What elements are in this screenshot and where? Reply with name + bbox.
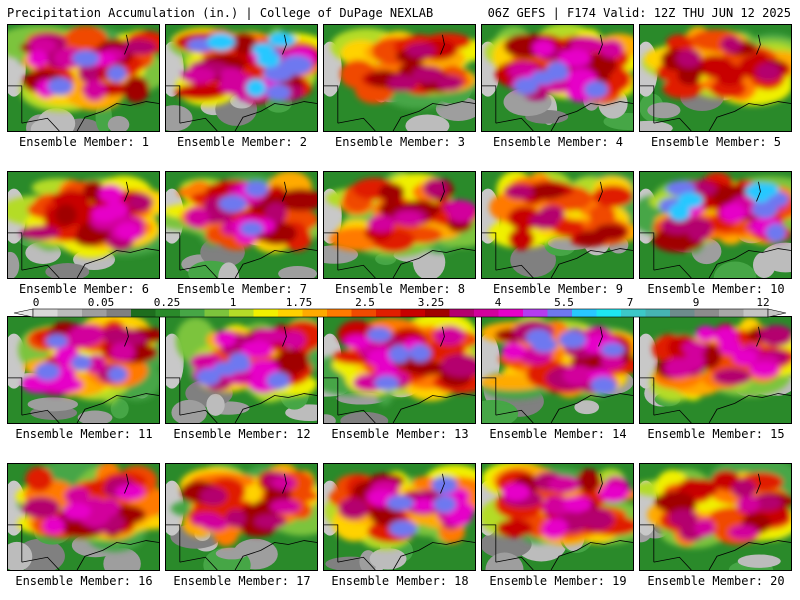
ensemble-member-map bbox=[165, 463, 318, 571]
colorbar-swatch bbox=[351, 309, 377, 317]
colorbar-swatch bbox=[719, 309, 744, 317]
ensemble-member-label: Ensemble Member: 1 bbox=[18, 135, 150, 149]
ensemble-member-label: Ensemble Member: 16 bbox=[15, 574, 153, 588]
colorbar-swatch bbox=[82, 309, 107, 317]
ensemble-member-map bbox=[7, 171, 160, 279]
colorbar-tick-label: 3.25 bbox=[417, 296, 445, 309]
colorbar-swatch bbox=[33, 309, 58, 317]
colorbar bbox=[13, 308, 787, 318]
colorbar-swatch bbox=[155, 309, 181, 317]
ensemble-member-label: Ensemble Member: 12 bbox=[173, 427, 311, 441]
ensemble-member-label: Ensemble Member: 9 bbox=[492, 282, 624, 296]
ensemble-member-map bbox=[165, 171, 318, 279]
colorbar-swatch bbox=[278, 309, 303, 317]
colorbar-swatch bbox=[523, 309, 548, 317]
ensemble-member-map bbox=[7, 316, 160, 424]
colorbar-tick-labels: 0 0.05 0.25 1 1.75 2.5 3.25 4 5.5 7 9 12 bbox=[0, 296, 800, 309]
colorbar-tick-label: 7 bbox=[626, 296, 634, 309]
ensemble-member-label: Ensemble Member: 7 bbox=[176, 282, 308, 296]
ensemble-member-map bbox=[165, 24, 318, 132]
ensemble-member-map bbox=[639, 171, 792, 279]
colorbar-tick-label: 0.05 bbox=[87, 296, 115, 309]
colorbar-tick-label: 2.5 bbox=[355, 296, 375, 309]
ensemble-member-map bbox=[7, 24, 160, 132]
colorbar-swatch bbox=[229, 309, 254, 317]
ensemble-member-map bbox=[481, 24, 634, 132]
ensemble-member-label: Ensemble Member: 17 bbox=[173, 574, 311, 588]
colorbar-swatch bbox=[57, 309, 83, 317]
page-title: Precipitation Accumulation (in.) | Colle… bbox=[7, 6, 434, 20]
colorbar-swatch bbox=[645, 309, 671, 317]
ensemble-member-map bbox=[481, 316, 634, 424]
ensemble-member-label: Ensemble Member: 14 bbox=[489, 427, 627, 441]
ensemble-member-map bbox=[639, 463, 792, 571]
ensemble-member-label: Ensemble Member: 4 bbox=[492, 135, 624, 149]
ensemble-member-map bbox=[7, 463, 160, 571]
colorbar-tick-label: 5.5 bbox=[554, 296, 574, 309]
ensemble-member-label: Ensemble Member: 3 bbox=[334, 135, 466, 149]
ensemble-member-label: Ensemble Member: 18 bbox=[331, 574, 469, 588]
run-valid-time: 06Z GEFS | F174 Valid: 12Z THU JUN 12 20… bbox=[487, 6, 791, 20]
colorbar-swatch bbox=[327, 309, 352, 317]
ensemble-member-label: Ensemble Member: 19 bbox=[489, 574, 627, 588]
colorbar-swatch bbox=[376, 309, 401, 317]
ensemble-member-map bbox=[481, 463, 634, 571]
colorbar-swatch bbox=[449, 309, 475, 317]
colorbar-tick-label: 1 bbox=[229, 296, 237, 309]
ensemble-member-map bbox=[323, 316, 476, 424]
colorbar-swatch bbox=[498, 309, 524, 317]
colorbar-swatch bbox=[474, 309, 499, 317]
ensemble-member-map bbox=[323, 171, 476, 279]
colorbar-swatch bbox=[400, 309, 426, 317]
colorbar-right-arrow bbox=[767, 308, 787, 318]
colorbar-swatch bbox=[204, 309, 230, 317]
colorbar-tick-label: 12 bbox=[756, 296, 770, 309]
ensemble-member-label: Ensemble Member: 10 bbox=[647, 282, 785, 296]
colorbar-tick-label: 1.75 bbox=[285, 296, 313, 309]
colorbar-swatch bbox=[621, 309, 646, 317]
ensemble-member-label: Ensemble Member: 2 bbox=[176, 135, 308, 149]
colorbar-tick-label: 0.25 bbox=[153, 296, 181, 309]
colorbar-swatch bbox=[180, 309, 205, 317]
colorbar-left-arrow bbox=[13, 308, 34, 318]
ensemble-member-label: Ensemble Member: 8 bbox=[334, 282, 466, 296]
colorbar-tick-label: 9 bbox=[692, 296, 700, 309]
colorbar-swatch bbox=[253, 309, 279, 317]
colorbar-swatch bbox=[131, 309, 156, 317]
ensemble-member-map bbox=[481, 171, 634, 279]
colorbar-swatch bbox=[596, 309, 622, 317]
ensemble-member-label: Ensemble Member: 15 bbox=[647, 427, 785, 441]
ensemble-member-map bbox=[639, 316, 792, 424]
colorbar-swatch bbox=[670, 309, 695, 317]
colorbar-tick-label: 0 bbox=[32, 296, 40, 309]
colorbar-swatch bbox=[743, 309, 769, 317]
colorbar-tick-label: 4 bbox=[494, 296, 502, 309]
ensemble-member-map bbox=[639, 24, 792, 132]
ensemble-member-label: Ensemble Member: 13 bbox=[331, 427, 469, 441]
ensemble-member-label: Ensemble Member: 20 bbox=[647, 574, 785, 588]
ensemble-member-label: Ensemble Member: 5 bbox=[650, 135, 782, 149]
ensemble-member-map bbox=[323, 463, 476, 571]
colorbar-swatch bbox=[572, 309, 597, 317]
colorbar-swatch bbox=[302, 309, 328, 317]
colorbar-swatch bbox=[425, 309, 450, 317]
ensemble-member-label: Ensemble Member: 6 bbox=[18, 282, 150, 296]
ensemble-member-label: Ensemble Member: 11 bbox=[15, 427, 153, 441]
colorbar-swatch bbox=[547, 309, 573, 317]
ensemble-member-map bbox=[165, 316, 318, 424]
ensemble-member-map bbox=[323, 24, 476, 132]
colorbar-swatch bbox=[694, 309, 720, 317]
colorbar-swatch bbox=[106, 309, 132, 317]
